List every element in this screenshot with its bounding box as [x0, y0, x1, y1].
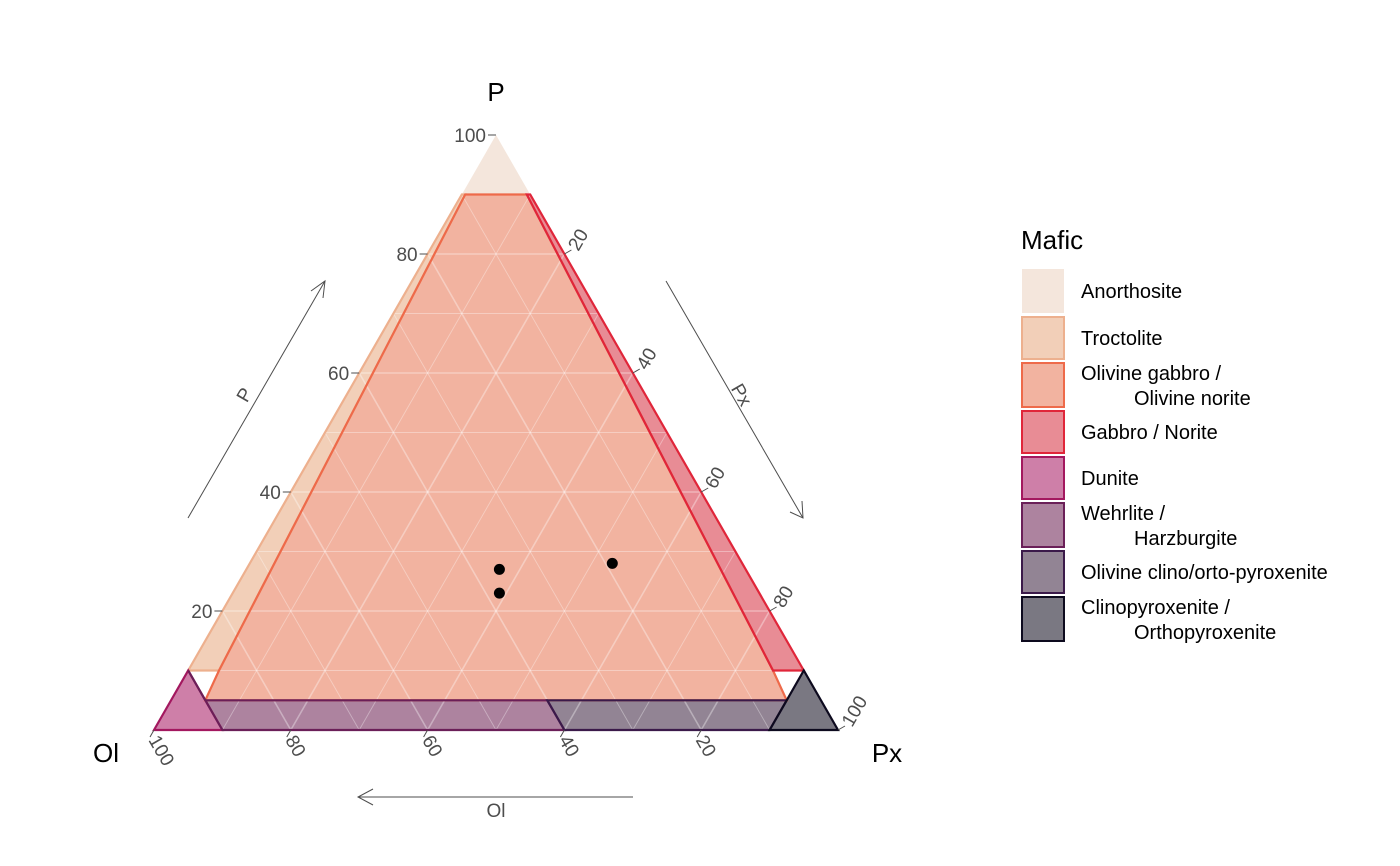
legend-label: Gabbro / Norite — [1081, 422, 1218, 444]
px-axis-tick — [632, 368, 641, 374]
legend-label: Troctolite — [1081, 328, 1163, 350]
region-dunite — [154, 670, 223, 730]
p-axis-tick-label: 100 — [454, 126, 486, 147]
grid-line — [290, 253, 566, 731]
region-wehrlite-harzburgite — [188, 670, 565, 730]
legend-label: Anorthosite — [1081, 281, 1182, 303]
data-points — [493, 557, 618, 599]
grid-line — [324, 432, 497, 731]
ol-axis-arrow: Ol — [356, 788, 633, 822]
vertex-label-ol: Ol — [93, 738, 119, 768]
p-axis-title: P — [233, 385, 258, 406]
data-point — [493, 587, 505, 599]
ternary-grid — [187, 194, 805, 731]
vertex-label-px: Px — [872, 738, 902, 768]
px-axis-tick — [837, 725, 846, 731]
grid-line — [358, 372, 566, 731]
grid-line — [426, 253, 702, 731]
grid-line — [495, 432, 668, 731]
legend-item-clinopyroxenite-orthopyroxenite: Clinopyroxenite / Orthopyroxenite — [1021, 596, 1276, 644]
legend-item-wehrlite-harzburgite: Wehrlite / Harzburgite — [1021, 502, 1237, 550]
legend-key — [1021, 456, 1065, 500]
grid-line — [700, 610, 771, 731]
p-axis-tick-label: 20 — [191, 602, 212, 623]
legend-item-dunite: Dunite — [1021, 456, 1139, 500]
legend-label: Olivine clino/orto-pyroxenite — [1081, 562, 1328, 584]
px-axis-tick-label: 100 — [838, 693, 872, 731]
ol-axis-tick-label: 100 — [144, 732, 178, 770]
p-axis-tick-label: 60 — [328, 364, 349, 385]
legend-item-olivine-clino-orto-pyroxenite: Olivine clino/orto-pyroxenite — [1021, 550, 1328, 594]
ol-axis-tick — [559, 729, 565, 738]
ol-axis-tick — [149, 729, 155, 738]
legend-key — [1021, 502, 1065, 548]
ol-axis-tick-label: 80 — [280, 732, 309, 761]
grid-line — [290, 491, 429, 731]
legend-key — [1021, 362, 1065, 408]
grid-line — [221, 610, 292, 731]
region-olivine-clino-orto-pyroxenite — [547, 700, 787, 730]
region-anorthosite — [461, 135, 531, 195]
legend-label: Clinopyroxenite / — [1081, 597, 1230, 619]
region-clinopyroxenite-orthopyroxenite — [769, 670, 838, 730]
data-point — [493, 563, 505, 575]
region-border-wehrlite-harzburgite — [187, 669, 567, 732]
px-axis-tick-label: 60 — [701, 464, 730, 493]
vertex-label-p: P — [487, 77, 504, 107]
p-axis-tick-label: 40 — [260, 483, 281, 504]
grid-line — [563, 491, 702, 731]
grid-line — [222, 194, 531, 731]
legend-label: Dunite — [1081, 468, 1139, 490]
ol-axis-tick — [696, 729, 702, 738]
legend-item-olivine-gabbro-olivine-norite: Olivine gabbro / Olivine norite — [1021, 362, 1251, 410]
region-olivine-gabbro-olivine-norite — [205, 194, 787, 701]
px-axis-tick-label: 80 — [770, 583, 799, 612]
p-axis-tick-label: 80 — [396, 245, 417, 266]
legend: Mafic Anorthosite Troctolite Olivine gabbr… — [1021, 225, 1328, 644]
legend-key — [1021, 596, 1065, 642]
px-axis-tick — [769, 606, 777, 612]
legend-key — [1021, 550, 1065, 594]
ol-axis-tick-label: 20 — [691, 732, 720, 761]
legend-item-gabbro-norite: Gabbro / Norite — [1021, 410, 1218, 454]
legend-title: Mafic — [1021, 225, 1083, 255]
legend-label: Olivine gabbro / — [1081, 363, 1222, 385]
px-axis-tick — [700, 487, 709, 493]
grid-line — [461, 194, 770, 731]
px-axis-title: Px — [726, 380, 756, 410]
ol-axis-title: Ol — [487, 801, 506, 822]
grid-line — [393, 313, 634, 731]
grid-line — [426, 372, 634, 731]
legend-item-troctolite: Troctolite — [1021, 316, 1163, 360]
legend-key — [1022, 269, 1064, 313]
legend-label: Orthopyroxenite — [1134, 622, 1276, 644]
ol-axis-tick-label: 60 — [417, 732, 446, 761]
ol-axis-tick — [286, 729, 292, 738]
data-point — [606, 557, 618, 569]
grid-line — [358, 313, 599, 731]
legend-key — [1021, 410, 1065, 454]
px-axis-tick — [564, 249, 572, 255]
legend-label: Harzburgite — [1134, 528, 1237, 550]
px-axis-tick-label: 40 — [633, 345, 662, 374]
legend-item-anorthosite: Anorthosite — [1022, 269, 1182, 313]
region-border-clinopyroxenite-orthopyroxenite — [767, 668, 840, 732]
px-axis-tick-label: 20 — [565, 226, 594, 255]
legend-label: Wehrlite / — [1081, 503, 1166, 525]
ol-axis-tick — [423, 729, 429, 738]
legend-label: Olivine norite — [1134, 388, 1251, 410]
ol-axis-tick-label: 40 — [554, 732, 583, 761]
legend-key — [1021, 316, 1065, 360]
